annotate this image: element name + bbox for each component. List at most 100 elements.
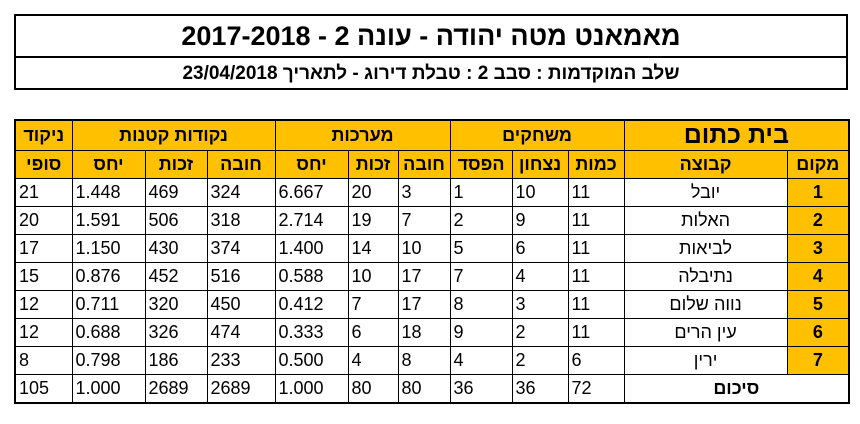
cell-played: 11 (567, 290, 625, 319)
cell-rank: 5 (786, 290, 850, 319)
cell-sets-lost: 10 (397, 234, 451, 263)
cell-sp-won: 452 (144, 262, 208, 291)
cell-wins: 4 (511, 262, 569, 291)
col-rank: מקום (786, 150, 850, 179)
cell-sp-lost: 324 (206, 178, 276, 207)
total-sets-won: 80 (347, 374, 399, 404)
total-sets-lost: 80 (397, 374, 451, 404)
cell-played: 11 (567, 234, 625, 263)
cell-team: ירין (623, 346, 788, 375)
cell-team: האלות (623, 206, 788, 235)
cell-sets-ratio: 0.588 (274, 262, 349, 291)
header-final-points: ניקוד (14, 119, 73, 151)
table-row: 21 1.448 469 324 6.667 20 3 1 10 11 יובל… (14, 178, 850, 207)
col-final: סופי (14, 150, 73, 179)
cell-rank: 3 (786, 234, 850, 263)
col-played: כמות (567, 150, 625, 179)
header-small-points: נקודות קטנות (71, 119, 276, 151)
cell-final: 17 (14, 234, 73, 263)
total-sp-ratio: 1.000 (71, 374, 146, 404)
cell-losses: 4 (449, 346, 513, 375)
cell-rank: 7 (786, 346, 850, 375)
cell-sp-lost: 516 (206, 262, 276, 291)
cell-sets-ratio: 0.333 (274, 318, 349, 347)
cell-wins: 3 (511, 290, 569, 319)
cell-sets-won: 20 (347, 178, 399, 207)
cell-sp-won: 320 (144, 290, 208, 319)
cell-sets-ratio: 0.412 (274, 290, 349, 319)
total-wins: 36 (511, 374, 569, 404)
cell-team: נתיבלה (623, 262, 788, 291)
header-section: בית כתום (623, 119, 850, 151)
cell-sets-lost: 7 (397, 206, 451, 235)
cell-sp-ratio: 0.688 (71, 318, 146, 347)
cell-sp-ratio: 1.591 (71, 206, 146, 235)
col-sets-lost: חובה (397, 150, 451, 179)
page-subtitle: שלב המוקדמות : סבב 2 : טבלת דירוג - לתאר… (182, 63, 680, 84)
col-sets-won: זכות (347, 150, 399, 179)
cell-team: לביאות (623, 234, 788, 263)
totals-row: 105 1.000 2689 2689 1.000 80 80 36 36 72… (14, 374, 850, 404)
cell-sets-won: 10 (347, 262, 399, 291)
cell-final: 8 (14, 346, 73, 375)
cell-team: יובל (623, 178, 788, 207)
cell-wins: 10 (511, 178, 569, 207)
table-row: 17 1.150 430 374 1.400 14 10 5 6 11 לביא… (14, 234, 850, 263)
table-row: 15 0.876 452 516 0.588 10 17 7 4 11 נתיב… (14, 262, 850, 291)
page-title: מאמאנט מטה יהודה - עונה 2 - 2017-2018 (16, 16, 846, 58)
cell-sp-won: 326 (144, 318, 208, 347)
cell-sets-won: 7 (347, 290, 399, 319)
cell-losses: 9 (449, 318, 513, 347)
cell-sets-won: 6 (347, 318, 399, 347)
col-sp-won: זכות (144, 150, 208, 179)
cell-sp-ratio: 0.798 (71, 346, 146, 375)
cell-sets-ratio: 1.400 (274, 234, 349, 263)
cell-sets-lost: 8 (397, 346, 451, 375)
total-sp-lost: 2689 (206, 374, 276, 404)
cell-wins: 2 (511, 346, 569, 375)
table-row: 20 1.591 506 318 2.714 19 7 2 9 11 האלות… (14, 206, 850, 235)
cell-played: 11 (567, 262, 625, 291)
cell-rank: 2 (786, 206, 850, 235)
cell-played: 11 (567, 318, 625, 347)
total-losses: 36 (449, 374, 513, 404)
table-row: 12 0.711 320 450 0.412 7 17 8 3 11 נווה … (14, 290, 850, 319)
cell-sets-lost: 18 (397, 318, 451, 347)
cell-final: 15 (14, 262, 73, 291)
table-row: 12 0.688 326 474 0.333 6 18 9 2 11 עין ה… (14, 318, 850, 347)
col-wins: נצחון (511, 150, 569, 179)
cell-losses: 7 (449, 262, 513, 291)
cell-played: 11 (567, 178, 625, 207)
total-played: 72 (567, 374, 625, 404)
cell-final: 20 (14, 206, 73, 235)
cell-sets-ratio: 6.667 (274, 178, 349, 207)
table-row: 8 0.798 186 233 0.500 4 8 4 2 6 ירין 7 (14, 346, 850, 375)
total-final: 105 (14, 374, 73, 404)
cell-sp-ratio: 0.876 (71, 262, 146, 291)
cell-sp-won: 186 (144, 346, 208, 375)
cell-sp-lost: 233 (206, 346, 276, 375)
total-sp-won: 2689 (144, 374, 208, 404)
header-games: משחקים (449, 119, 625, 151)
cell-sets-ratio: 2.714 (274, 206, 349, 235)
cell-sets-won: 14 (347, 234, 399, 263)
cell-sets-ratio: 0.500 (274, 346, 349, 375)
cell-final: 12 (14, 318, 73, 347)
cell-sp-lost: 374 (206, 234, 276, 263)
total-sets-ratio: 1.000 (274, 374, 349, 404)
cell-sp-lost: 450 (206, 290, 276, 319)
cell-wins: 9 (511, 206, 569, 235)
cell-sets-lost: 17 (397, 262, 451, 291)
cell-played: 11 (567, 206, 625, 235)
cell-sp-won: 506 (144, 206, 208, 235)
col-team: קבוצה (623, 150, 788, 179)
cell-final: 21 (14, 178, 73, 207)
cell-played: 6 (567, 346, 625, 375)
cell-wins: 6 (511, 234, 569, 263)
cell-sp-ratio: 1.150 (71, 234, 146, 263)
cell-team: עין הרים (623, 318, 788, 347)
cell-sp-ratio: 1.448 (71, 178, 146, 207)
header-row-groups: ניקוד נקודות קטנות מערכות משחקים בית כתו… (14, 119, 850, 151)
header-sets: מערכות (274, 119, 451, 151)
cell-rank: 4 (786, 262, 850, 291)
